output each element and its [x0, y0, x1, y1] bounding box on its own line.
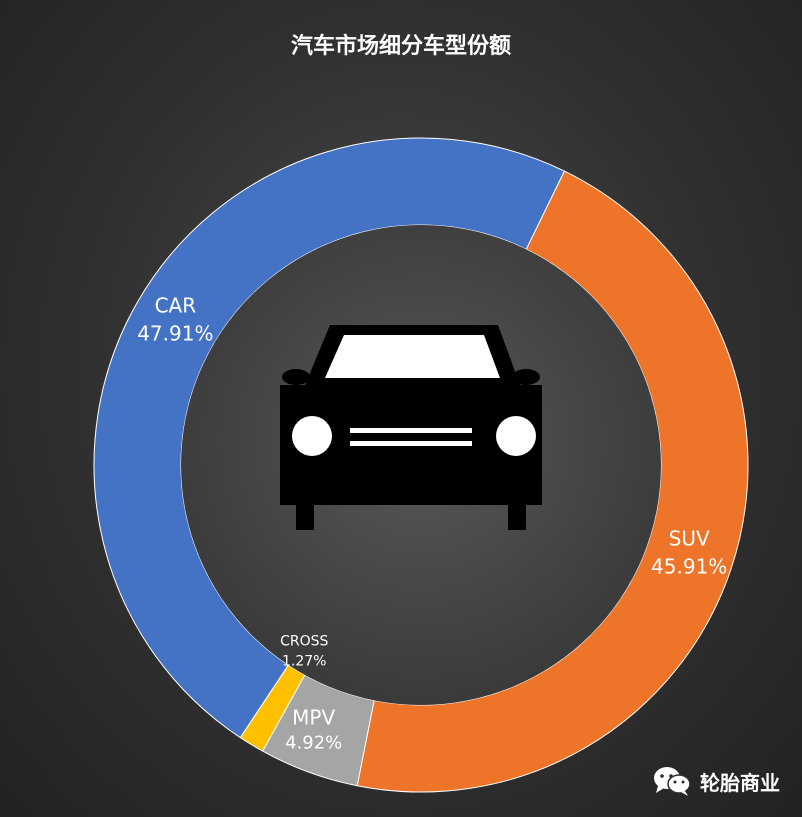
slice-value-cross: 1.27%	[282, 653, 326, 669]
donut-labels: SUV 45.91% MPV 4.92% CROSS 1.27% CAR 47.91%	[137, 293, 727, 753]
slice-value-car: 47.91%	[137, 321, 213, 345]
slice-name-mpv: MPV	[292, 706, 335, 730]
slice-value-suv: 45.91%	[651, 554, 727, 578]
slice-name-suv: SUV	[669, 526, 710, 550]
donut-slices	[93, 137, 749, 793]
wechat-icon	[654, 767, 691, 796]
watermark: 轮胎商业	[652, 765, 780, 797]
slice-value-mpv: 4.92%	[285, 733, 342, 754]
watermark-text: 轮胎商业	[700, 770, 780, 795]
chart-title: 汽车市场细分车型份额	[290, 34, 511, 59]
slice-name-car: CAR	[155, 293, 197, 317]
car-icon	[280, 325, 542, 530]
slice-name-cross: CROSS	[280, 633, 328, 649]
